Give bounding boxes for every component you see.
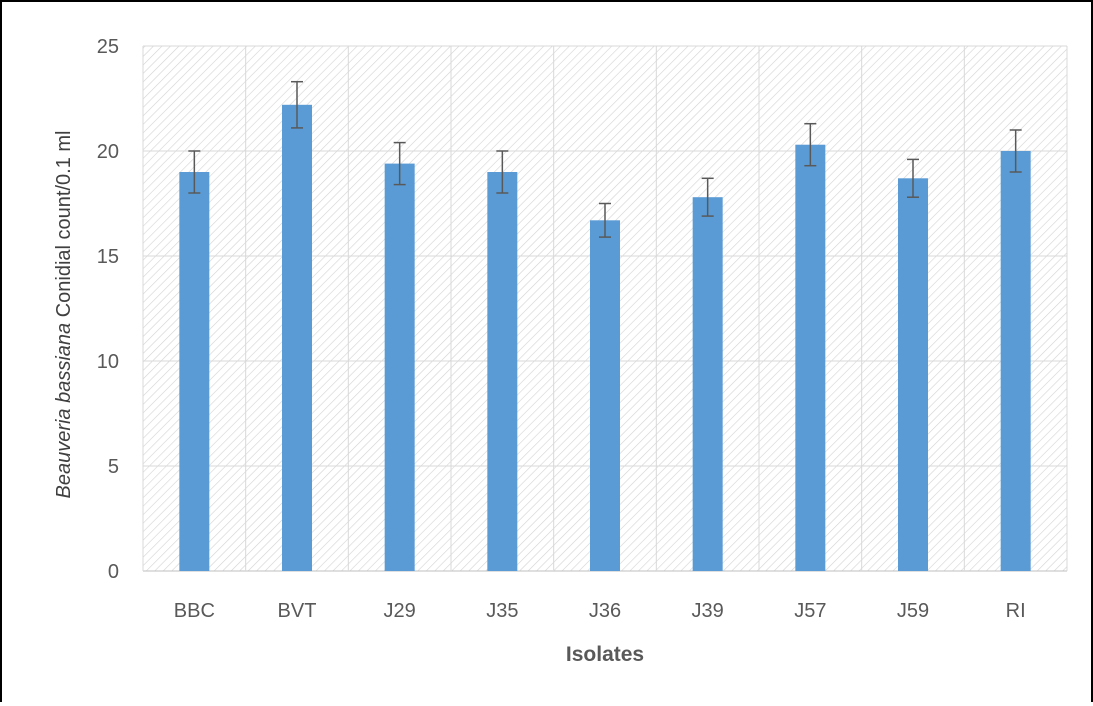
error-bar-j36 — [599, 202, 611, 238]
bar-j35 — [487, 172, 518, 571]
y-axis-title: Beauveria bassiana Conidial count/0.1 ml — [53, 130, 75, 498]
x-tick-label-j59: J59 — [897, 600, 929, 622]
x-tick-labels: BBC BVT J29 J35 J36 J39 J57 J59 RI — [174, 600, 1026, 622]
bar-ri — [1000, 151, 1031, 571]
bar-bvt — [282, 104, 312, 572]
x-tick-label-j35: J35 — [486, 600, 518, 622]
error-bar-j39 — [701, 177, 714, 217]
x-tick-label-bvt: BVT — [278, 600, 317, 622]
x-tick-label-j39: J39 — [692, 600, 724, 622]
error-bars — [188, 80, 1022, 238]
bar-bbc — [179, 172, 210, 571]
x-tick-label-j36: J36 — [589, 600, 621, 622]
bar-j57 — [795, 144, 826, 571]
y-tick-label: 25 — [97, 36, 119, 58]
x-tick-label-j57: J57 — [794, 600, 826, 622]
x-tick-label-bbc: BBC — [174, 600, 215, 622]
y-tick-label: 0 — [108, 561, 119, 583]
y-axis-title-rest: Conidial count/0.1 ml — [53, 130, 75, 322]
error-bar-j57 — [804, 122, 817, 167]
x-tick-label-ri: RI — [1006, 600, 1026, 622]
bar-j29 — [384, 163, 415, 571]
error-bar-bbc — [188, 150, 201, 194]
y-tick-label: 20 — [97, 141, 119, 163]
error-bar-j35 — [496, 150, 509, 194]
bar-j39 — [692, 197, 723, 571]
bars — [179, 104, 1031, 572]
y-tick-label: 15 — [97, 246, 119, 268]
error-bar-j29 — [393, 141, 406, 186]
error-bar-bvt — [291, 80, 303, 129]
x-axis-title: Isolates — [566, 643, 644, 666]
y-tick-label: 5 — [108, 456, 119, 478]
error-bar-ri — [1009, 129, 1022, 173]
bar-j36 — [590, 220, 620, 572]
y-tick-label: 10 — [97, 351, 119, 373]
x-tick-label-j29: J29 — [384, 600, 416, 622]
error-bar-j59 — [907, 158, 919, 198]
y-tick-labels: 0 5 10 15 20 25 — [97, 36, 119, 583]
y-axis-title-italic: Beauveria bassiana — [53, 323, 75, 499]
bar-j59 — [898, 178, 928, 572]
